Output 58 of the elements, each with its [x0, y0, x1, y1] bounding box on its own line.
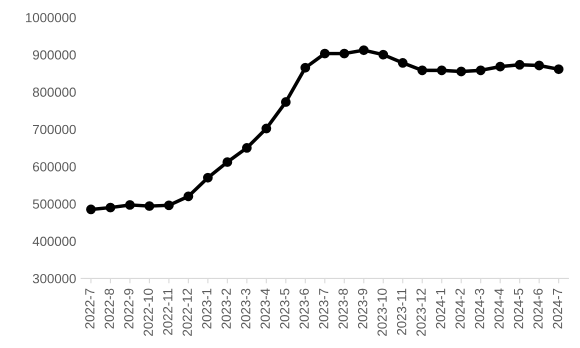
y-tick-label: 800000 — [32, 88, 76, 97]
point — [280, 97, 291, 107]
point — [222, 157, 232, 167]
point — [184, 192, 194, 202]
x-tick-label: 2023-8 — [338, 288, 348, 329]
point — [164, 200, 174, 210]
x-tick-label: 2023-6 — [300, 288, 309, 329]
point — [261, 124, 272, 134]
point — [125, 200, 135, 210]
y-tick-label: 600000 — [32, 162, 76, 172]
point — [300, 62, 310, 73]
point — [476, 65, 486, 76]
x-tick-label: 2024-3 — [474, 288, 484, 329]
point — [144, 201, 154, 211]
point — [495, 62, 506, 72]
x-tick-label: 2022-9 — [124, 288, 134, 329]
x-tick-label: 2024-2 — [455, 288, 465, 329]
x-tick-label: 2024-7 — [552, 288, 562, 329]
point — [554, 64, 564, 74]
x-tick-label: 2023-4 — [260, 288, 270, 329]
point — [534, 60, 544, 70]
x-tick-label: 2022-8 — [104, 288, 114, 329]
x-tick-label: 2023-5 — [280, 288, 290, 329]
x-tick-label: 2023-12 — [416, 288, 426, 336]
x-tick-label: 2023-3 — [241, 288, 250, 329]
point — [106, 202, 116, 212]
y-tick-label: 500000 — [32, 199, 76, 209]
point — [320, 48, 330, 58]
point — [358, 45, 369, 56]
x-tick-label: 2023-10 — [377, 288, 387, 336]
point — [339, 48, 350, 58]
x-tick-label: 2024-6 — [533, 288, 543, 329]
x-tick-label: 2023-1 — [202, 288, 212, 329]
x-tick-label: 2024-1 — [436, 288, 446, 329]
point — [436, 65, 447, 76]
x-tick-label: 2022-11 — [163, 288, 172, 335]
point — [456, 66, 466, 76]
x-tick-label: 2023-9 — [358, 288, 368, 329]
point — [514, 60, 525, 70]
y-tick-label: 700000 — [32, 124, 76, 134]
point — [378, 50, 388, 60]
x-tick-label: 2023-7 — [319, 288, 328, 329]
x-tick-label: 2024-4 — [494, 288, 504, 329]
point — [203, 172, 213, 183]
x-tick-label: 2024-5 — [514, 288, 524, 329]
y-tick-label: 900000 — [32, 50, 76, 60]
x-tick-label: 2022-7 — [85, 288, 94, 329]
x-tick-label: 2022-10 — [144, 288, 153, 336]
y-tick-label: 300000 — [32, 274, 76, 284]
x-tick-label: 2023-2 — [222, 288, 231, 329]
point — [242, 143, 252, 153]
point — [398, 58, 408, 68]
x-tick-label: 2023-11 — [396, 288, 406, 335]
x-tick-label: 2022-12 — [182, 288, 192, 336]
point — [86, 204, 96, 214]
y-tick-label: 1000000 — [26, 12, 76, 22]
y-tick-label: 400000 — [32, 236, 76, 246]
point — [417, 65, 428, 76]
